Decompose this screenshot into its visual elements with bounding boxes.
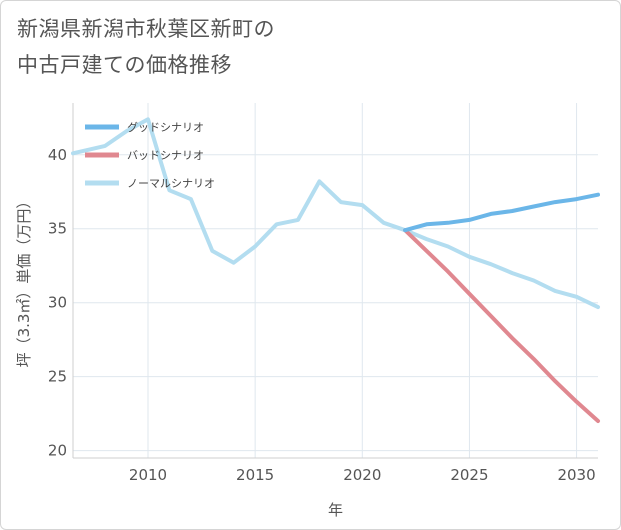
series-line-0 [403, 192, 600, 233]
x-axis-title: 年 [328, 501, 343, 519]
x-tick-label: 2020 [343, 466, 381, 484]
legend-label-2: ノーマルシナリオ [127, 177, 215, 190]
series-line-2 [71, 117, 600, 310]
x-tick-labels: 2010 2015 2020 2025 2030 [129, 466, 596, 484]
chart-title-line-1: 新潟県新潟市秋葉区新町の [17, 17, 275, 41]
series-line-1 [403, 228, 600, 423]
y-tick-labels: 20 25 30 35 40 [48, 146, 67, 460]
x-tick-label: 2025 [450, 466, 488, 484]
legend-label-0: グッドシナリオ [127, 120, 204, 134]
y-tick-label: 35 [48, 220, 67, 238]
y-tick-label: 40 [48, 146, 67, 164]
chart-title: 新潟県新潟市秋葉区新町の 中古戸建ての価格推移 [17, 11, 577, 83]
x-tick-label: 2030 [557, 466, 595, 484]
x-tick-label: 2010 [129, 466, 167, 484]
axes [72, 103, 598, 459]
chart-title-line-2: 中古戸建ての価格推移 [17, 53, 232, 77]
y-tick-label: 30 [48, 294, 67, 312]
y-tick-label: 20 [48, 442, 67, 460]
legend-label-1: バッドシナリオ [127, 149, 204, 162]
grid-lines [73, 103, 598, 458]
y-tick-label: 25 [48, 368, 67, 386]
series-lines [71, 117, 600, 423]
y-axis-title: 坪（3.3㎡）単価（万円） [15, 194, 33, 368]
x-tick-label: 2015 [236, 466, 274, 484]
